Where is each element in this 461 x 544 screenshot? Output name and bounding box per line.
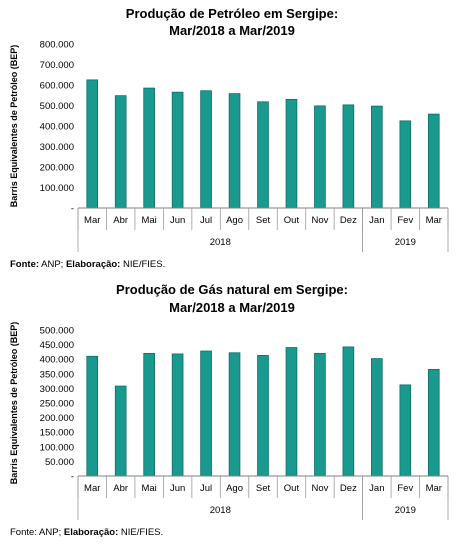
oil-chart-source: Fonte: ANP; Elaboração: NIE/FIES. xyxy=(10,259,165,270)
y-tick-label: 500.000 xyxy=(40,101,74,112)
bar-nov-8 xyxy=(314,105,326,209)
gas-chart-source: Fonte: ANP; Elaboração: NIE/FIES. xyxy=(10,527,163,538)
bar-abr-1 xyxy=(114,385,127,477)
bar-jan-10 xyxy=(371,105,383,209)
y-tick-label: 200.000 xyxy=(40,413,74,424)
x-tick-label: Fev xyxy=(397,215,413,226)
elaboration-value: NIE/FIES. xyxy=(118,527,164,538)
source-value: ANP; xyxy=(39,259,66,270)
bar-abr-1 xyxy=(114,95,127,209)
y-tick-label: 300.000 xyxy=(40,142,74,153)
year-label-2018: 2018 xyxy=(210,237,231,248)
bar-fev-11 xyxy=(399,120,412,209)
x-tick-label: Jan xyxy=(369,215,384,226)
y-tick-label: 50.000 xyxy=(45,457,74,468)
source-label: Fonte: xyxy=(10,527,37,538)
bar-set-6 xyxy=(257,355,269,477)
y-tick-label: 350.000 xyxy=(40,369,74,380)
x-tick-label: Dez xyxy=(340,215,357,226)
x-tick-label: Set xyxy=(256,483,271,494)
x-tick-label: Abr xyxy=(113,483,128,494)
chart-title: Produção de Petróleo em Sergipe: xyxy=(126,6,338,21)
x-tick-label: Ago xyxy=(226,483,243,494)
bar-mar-0 xyxy=(86,79,99,209)
chart-title: Produção de Gás natural em Sergipe: xyxy=(116,282,348,297)
x-tick-label: Ago xyxy=(226,215,243,226)
y-tick-label: 500.000 xyxy=(40,326,74,337)
x-tick-label: Dez xyxy=(340,483,357,494)
x-tick-label: Set xyxy=(256,215,271,226)
year-label-2019: 2019 xyxy=(395,237,416,248)
chart-subtitle: Mar/2018 a Mar/2019 xyxy=(169,300,295,315)
source-label: Fonte: xyxy=(10,259,40,270)
y-tick-label: 800.000 xyxy=(40,40,74,51)
x-tick-label: Jun xyxy=(170,215,185,226)
year-label-2018: 2018 xyxy=(210,505,231,516)
elaboration-label: Elaboração: xyxy=(65,259,121,270)
bar-mar-0 xyxy=(86,355,99,477)
bar-ago-5 xyxy=(228,93,241,209)
x-tick-label: Out xyxy=(284,483,300,494)
bar-fev-11 xyxy=(399,384,412,477)
bar-mai-2 xyxy=(143,352,155,477)
y-axis-label: Barris Equivalentes de Petróleo (BEP) xyxy=(9,45,19,208)
x-tick-label: Fev xyxy=(397,483,413,494)
y-tick-label: 150.000 xyxy=(40,428,74,439)
x-tick-label: Mar xyxy=(84,483,100,494)
bar-mar-12 xyxy=(427,369,440,477)
x-tick-label: Mar xyxy=(426,483,442,494)
y-tick-label: 100.000 xyxy=(40,183,74,194)
bar-jul-4 xyxy=(200,90,212,209)
y-tick-label: 400.000 xyxy=(40,355,74,366)
bar-dez-9 xyxy=(342,104,355,209)
x-tick-label: Mar xyxy=(426,215,442,226)
x-tick-label: Abr xyxy=(113,215,128,226)
y-tick-label: 400.000 xyxy=(40,122,74,133)
bar-dez-9 xyxy=(342,346,355,477)
y-tick-label: - xyxy=(71,204,74,215)
x-tick-label: Out xyxy=(284,215,300,226)
oil-production-chart: Produção de Petróleo em Sergipe: Mar/2018… xyxy=(9,6,449,270)
chart-subtitle: Mar/2018 a Mar/2019 xyxy=(169,23,295,38)
year-label-2019: 2019 xyxy=(395,505,416,516)
x-tick-label: Mai xyxy=(141,483,156,494)
x-tick-label: Nov xyxy=(311,483,328,494)
x-tick-label: Mar xyxy=(84,215,100,226)
bar-jun-3 xyxy=(171,91,184,209)
gas-chart-svg: Produção de Gás natural em Sergipe: Mar/2… xyxy=(9,282,449,520)
source-value: ANP; xyxy=(36,527,64,538)
bar-out-7 xyxy=(285,98,298,209)
y-tick-label: 250.000 xyxy=(40,399,74,410)
bar-jan-10 xyxy=(371,358,383,477)
bar-set-6 xyxy=(257,101,269,209)
elaboration-value: NIE/FIES. xyxy=(120,259,166,270)
y-tick-label: 100.000 xyxy=(40,442,74,453)
bar-jul-4 xyxy=(200,350,212,477)
y-tick-label: 450.000 xyxy=(40,340,74,351)
bar-nov-8 xyxy=(314,352,326,477)
y-tick-label: 700.000 xyxy=(40,60,74,71)
x-tick-label: Nov xyxy=(311,215,328,226)
elaboration-label: Elaboração: xyxy=(63,527,119,538)
y-tick-label: 600.000 xyxy=(40,81,74,92)
bar-ago-5 xyxy=(228,352,241,477)
oil-chart-svg: Produção de Petróleo em Sergipe: Mar/2018… xyxy=(9,6,449,252)
gas-production-chart: Produção de Gás natural em Sergipe: Mar/2… xyxy=(0,272,461,544)
x-tick-label: Jul xyxy=(200,215,212,226)
y-tick-label: 200.000 xyxy=(40,163,74,174)
x-tick-label: Mai xyxy=(141,215,156,226)
y-tick-label: 300.000 xyxy=(40,384,74,395)
bar-mar-12 xyxy=(427,113,440,209)
x-tick-label: Jul xyxy=(200,483,212,494)
bar-out-7 xyxy=(285,347,298,477)
y-tick-label: - xyxy=(71,472,74,483)
x-tick-label: Jun xyxy=(170,483,185,494)
x-tick-label: Jan xyxy=(369,483,384,494)
bar-mai-2 xyxy=(143,87,155,209)
bar-jun-3 xyxy=(171,353,184,477)
y-axis-label: Barris Equivalentes de Petróleo (BEP) xyxy=(9,322,19,485)
